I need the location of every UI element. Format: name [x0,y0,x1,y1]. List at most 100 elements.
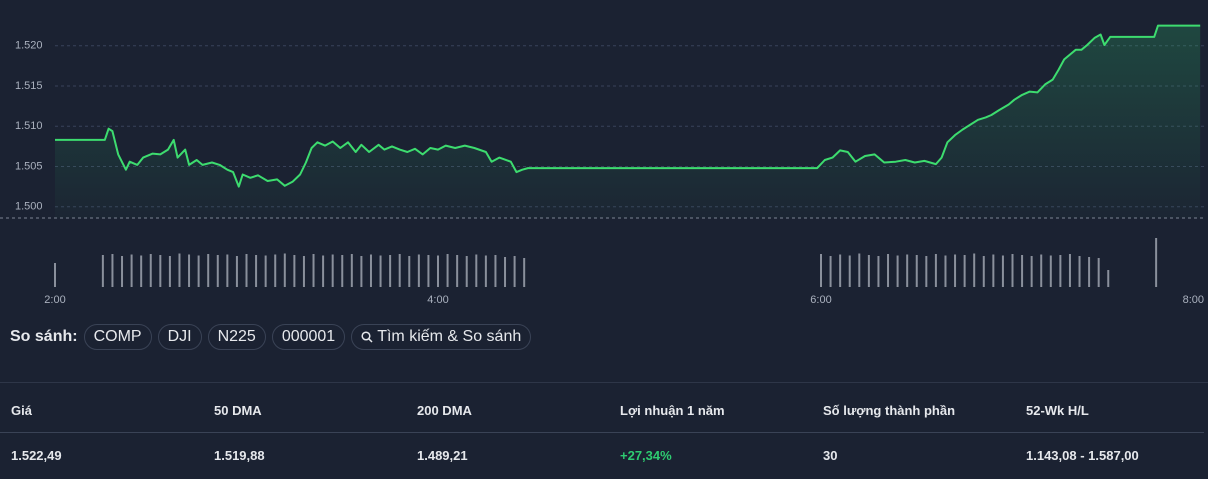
stat-header: 50 DMA [214,403,262,418]
volume-bar [207,254,210,287]
compare-button[interactable]: 000001 [271,324,346,350]
volume-bar [398,254,401,287]
stat-value: 1.143,08 - 1.587,00 [1026,448,1139,463]
volume-bar [427,255,430,287]
volume-bar [245,254,248,287]
volume-bar [973,253,976,287]
volume-bar [111,254,114,287]
volume-bar [322,255,325,287]
compare-button[interactable]: N225 [207,324,266,350]
price-line [55,24,1201,188]
volume-bar [858,253,861,287]
volume-bar [504,257,507,287]
search-icon [361,331,373,343]
volume-bar [1088,257,1091,287]
volume-bar [54,263,56,287]
volume-bar [235,256,238,287]
volume-bar [274,254,277,287]
volume-bar [1059,255,1062,287]
volume-bar [369,254,372,287]
volume-bar [906,254,909,287]
volume-bar [992,254,995,287]
volume-bar [1155,238,1158,287]
volume-bar [341,255,344,287]
stat-header: Lợi nhuận 1 năm [620,403,725,418]
volume-bar [302,256,305,287]
volume-bar [140,255,143,287]
volume-bar [456,255,459,287]
volume-bar [389,255,392,287]
compare-label: So sánh: [10,328,78,345]
volume-bar [197,255,200,287]
volume-bar [168,256,171,287]
stat-value: 1.489,21 [417,448,468,463]
volume-bar [331,254,334,287]
volume-bar [283,253,286,287]
volume-bar [887,254,890,287]
volume-bar [1049,255,1052,287]
y-tick-label: 1.510 [15,120,43,132]
stat-value: 30 [823,448,838,463]
volume-bar [350,254,353,287]
volume-bar [820,254,822,287]
volume-bar [475,254,478,287]
stat-header: 200 DMA [417,403,472,418]
volume-bar [149,254,152,287]
volume-bar [1097,258,1100,287]
volume-bar [1068,254,1071,287]
volume-bar [839,254,842,287]
divider [0,432,1204,433]
volume-bar [829,256,832,287]
volume-bar [130,254,133,287]
x-tick-label: 4:00 [427,294,448,306]
x-tick-label: 6:00 [810,294,831,306]
compare-row: So sánh: COMP DJI N225 000001 Tìm kiếm &… [10,324,532,350]
volume-bar [915,255,918,287]
search-label: Tìm kiếm & So sánh [377,328,522,345]
volume-bar [159,255,162,287]
volume-bar [982,256,985,287]
volume-bar [417,254,420,287]
volume-bar [264,255,267,287]
volume-bar [101,255,104,287]
volume-bar [178,253,181,287]
volume-bar [1021,255,1024,287]
volume-bar [494,255,497,287]
y-tick-label: 1.500 [15,201,43,213]
x-tick-label: 8:00 [1183,294,1204,306]
chart: 1.500 1.505 1.510 1.515 1.520 2:00 4:00 6:00 8:0… [0,24,1204,306]
area-fill [55,25,1201,218]
search-button[interactable]: Tìm kiếm & So sánh [351,324,532,350]
volume-bar [1040,254,1043,287]
volume-bar [446,254,449,287]
volume-bar [877,256,880,287]
volume-bar [226,254,229,287]
volume-bar [963,255,966,287]
volume-bar [121,256,124,287]
stat-header: Giá [11,403,32,418]
stat-header: 52-Wk H/L [1026,403,1089,418]
volume-bar [1030,256,1033,287]
volume-bar [465,256,468,287]
volume-bar [954,254,957,287]
volume-bar [523,258,526,287]
volume-bar [925,256,928,287]
volume-bar [312,254,315,287]
divider [0,382,1208,383]
volume-bar [437,255,439,287]
volume-bar [379,255,382,287]
volume-bar [513,256,516,287]
y-tick-label: 1.505 [15,160,43,172]
volume-bar [408,256,411,287]
compare-button[interactable]: DJI [157,324,202,350]
compare-button[interactable]: COMP [83,324,152,350]
stat-value: +27,34% [620,448,672,463]
volume-bar [934,254,937,287]
volume-bar [1011,254,1014,287]
volume-bar [896,255,899,287]
y-tick-label: 1.515 [15,80,43,92]
stat-header: Số lượng thành phần [823,403,956,418]
volume-bar [867,255,870,287]
volume-bar [848,255,851,287]
